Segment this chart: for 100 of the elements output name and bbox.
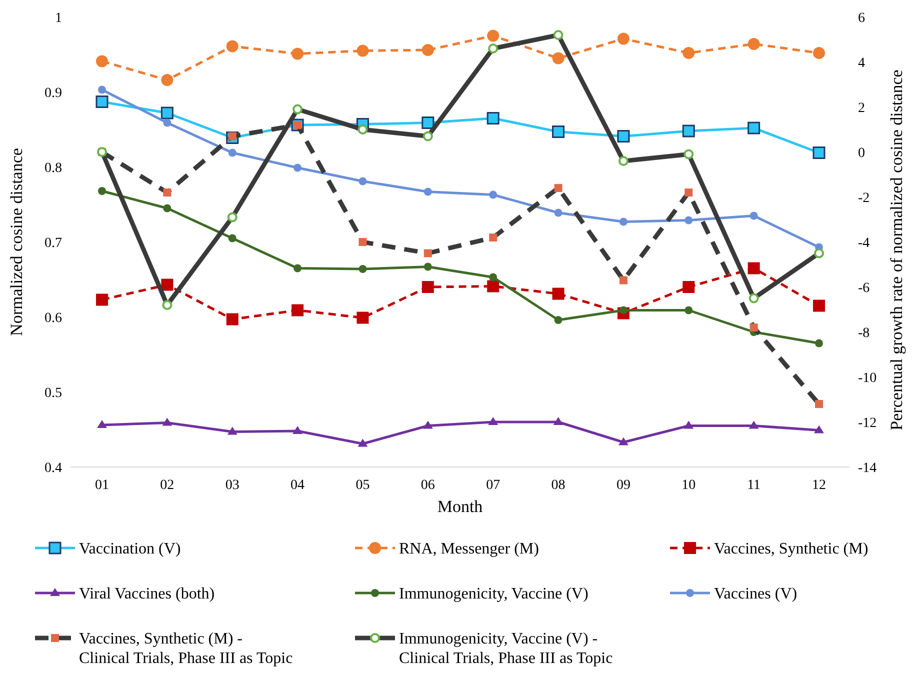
x-tick-label: 11 <box>747 478 761 493</box>
point <box>684 420 694 429</box>
y2-tick-label: -4 <box>858 236 870 251</box>
point <box>682 47 695 59</box>
y2-tick-label: 4 <box>858 56 865 71</box>
point <box>748 420 759 429</box>
point <box>358 265 367 273</box>
point <box>422 420 433 429</box>
legend-label: RNA, Messenger (M) <box>399 540 539 558</box>
point <box>422 281 434 293</box>
y-tick-label: 0.7 <box>44 236 62 251</box>
legend-label: Viral Vaccines (both) <box>79 586 215 603</box>
point <box>292 304 304 316</box>
point <box>489 273 498 282</box>
point <box>98 187 106 195</box>
y-tick-label: 1 <box>55 10 62 26</box>
x-tick-label: 02 <box>160 478 174 493</box>
point <box>228 148 236 157</box>
y2-tick-label: 6 <box>858 10 865 26</box>
point <box>424 262 432 271</box>
point <box>163 118 172 127</box>
y2-tick-label: -8 <box>858 326 870 341</box>
point <box>487 280 500 292</box>
point <box>488 417 498 425</box>
point <box>617 32 630 45</box>
point <box>682 281 695 293</box>
x-tick-label: 01 <box>95 478 109 493</box>
point <box>682 124 695 138</box>
point <box>162 418 172 426</box>
x-tick-label: 12 <box>812 478 826 493</box>
point <box>748 262 760 274</box>
point <box>684 216 693 224</box>
y-tick-label: 0.8 <box>44 160 62 176</box>
point <box>684 306 693 314</box>
point <box>748 38 760 50</box>
point <box>161 74 174 86</box>
y2-axis-title: Percentual growth rate of normalized cosine distance <box>887 70 906 430</box>
point <box>424 188 432 196</box>
point <box>96 55 108 68</box>
point <box>227 426 238 435</box>
x-tick-label: 07 <box>486 478 500 493</box>
point <box>487 30 500 42</box>
point <box>552 288 564 300</box>
point <box>294 164 302 172</box>
point <box>552 126 565 138</box>
point <box>292 48 304 60</box>
point <box>814 425 824 434</box>
point <box>554 316 562 324</box>
point <box>748 122 760 134</box>
y-tick-label: 0.4 <box>44 460 62 476</box>
point <box>422 116 434 129</box>
point <box>160 106 174 120</box>
x-tick-label: 08 <box>551 478 566 493</box>
y2-tick-label: -10 <box>858 370 877 386</box>
point <box>96 294 108 306</box>
point <box>553 417 564 425</box>
point <box>750 212 758 220</box>
legend-label: Immunogenicity, Vaccine (V) - Clinical Trials, Phase III as Topic <box>399 630 613 667</box>
point <box>96 96 108 108</box>
y2-tick-label: 0 <box>858 146 865 161</box>
x-tick-label: 09 <box>616 478 630 493</box>
x-axis-title: Month <box>437 497 484 516</box>
x-tick-label: 04 <box>290 478 305 493</box>
point <box>161 278 174 291</box>
point <box>815 339 823 348</box>
legend-label: Vaccines, Synthetic (M) - Clinical Trials, Phase III as Topic <box>79 630 293 667</box>
point <box>358 438 368 447</box>
x-tick-label: 03 <box>225 478 240 493</box>
point <box>98 86 106 94</box>
y2-tick-label: -14 <box>858 460 877 476</box>
point <box>489 190 498 199</box>
x-tick-label: 06 <box>420 478 435 493</box>
y2-tick-label: 2 <box>858 100 865 116</box>
point <box>618 437 628 446</box>
point <box>619 218 628 226</box>
point <box>813 300 825 312</box>
point <box>422 44 434 56</box>
legend-label: Vaccines (V) <box>714 586 798 603</box>
x-tick-label: 10 <box>682 478 696 493</box>
point <box>226 313 238 326</box>
y2-tick-label: -2 <box>858 190 870 206</box>
point <box>813 47 825 59</box>
y2-tick-label: -12 <box>858 416 877 431</box>
point <box>97 420 107 428</box>
y2-tick-label: -6 <box>858 280 870 296</box>
x-tick-label: 05 <box>356 478 370 493</box>
point <box>294 264 302 272</box>
point <box>228 234 236 242</box>
point <box>356 44 369 57</box>
legend-label: Immunogenicity, Vaccine (V) <box>399 586 588 603</box>
point <box>163 204 172 212</box>
point <box>617 130 630 142</box>
point <box>554 208 562 217</box>
point <box>292 426 303 434</box>
point <box>356 312 369 324</box>
point <box>486 112 500 124</box>
y-tick-label: 0.5 <box>44 386 62 401</box>
point <box>552 52 564 64</box>
y-axis-title: Normalized cosine distance <box>7 148 26 336</box>
y-tick-label: 0.6 <box>44 310 62 326</box>
